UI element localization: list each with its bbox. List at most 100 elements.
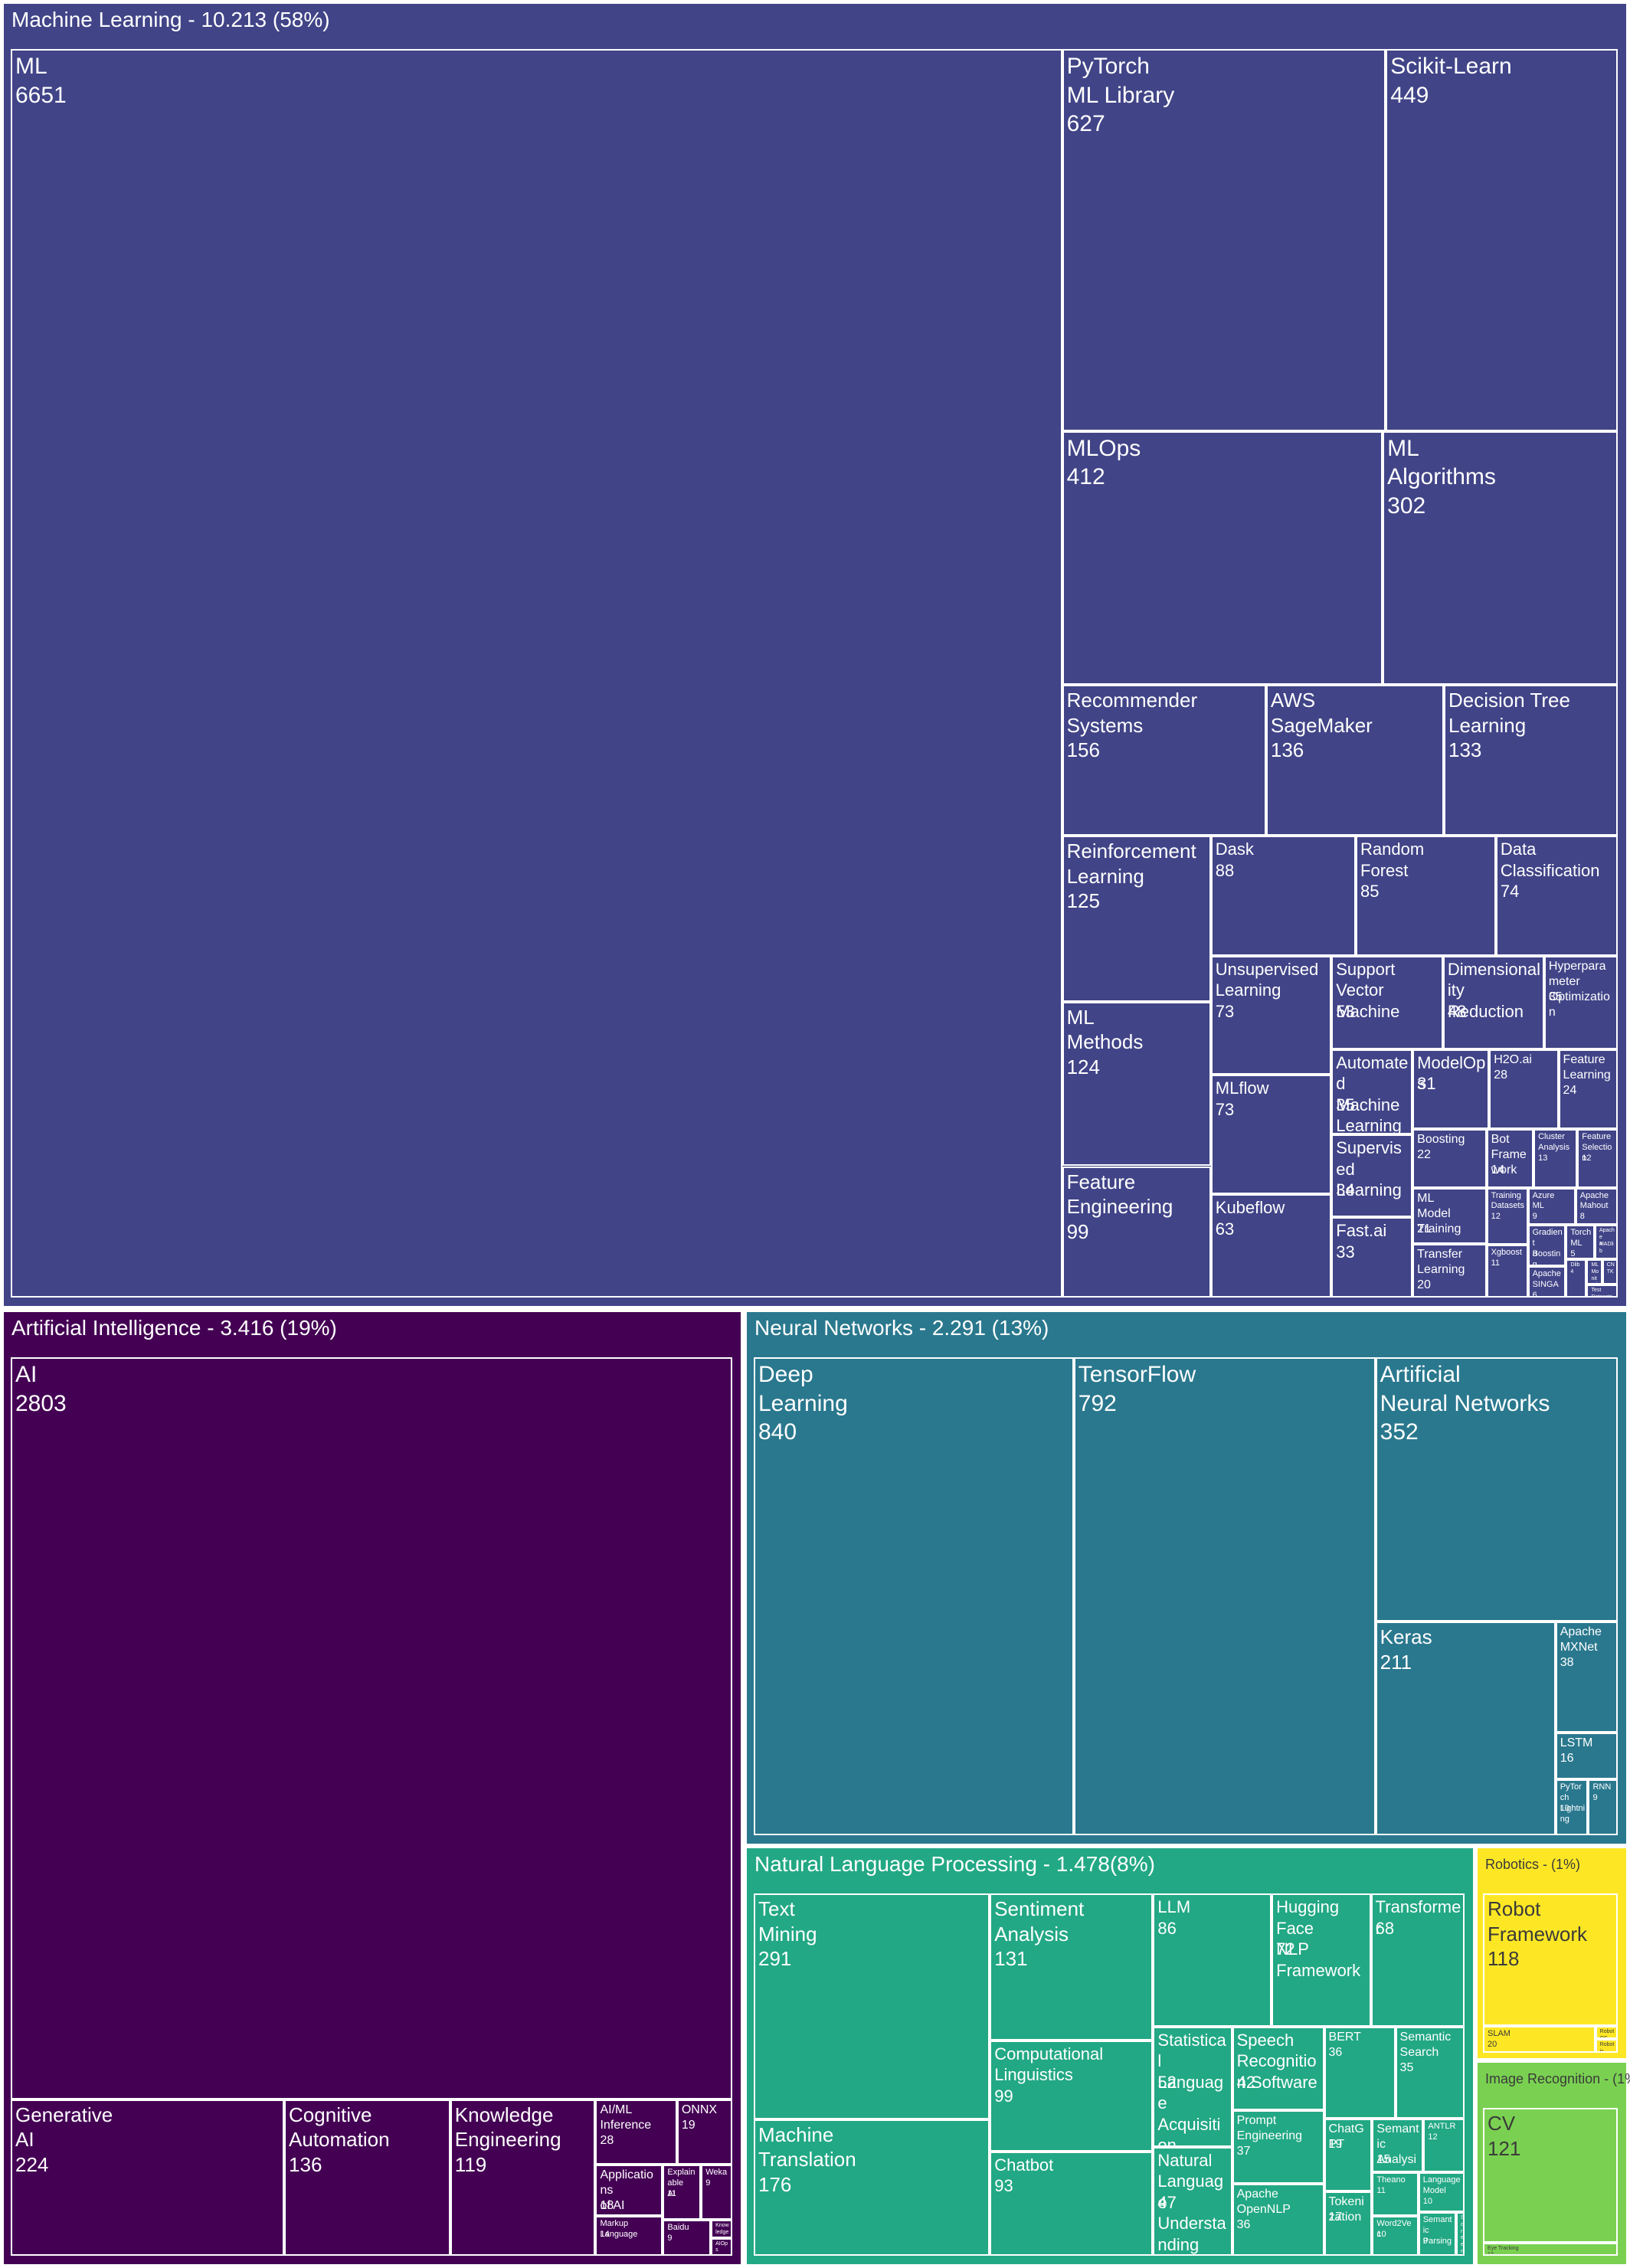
tile-theano[interactable]: Theano 11 xyxy=(1372,2172,1419,2217)
tile-label: AWS SageMaker xyxy=(1270,689,1373,737)
tile-label: Reinforcement Learning xyxy=(1066,839,1196,888)
tile-pytorch-ml-library[interactable]: PyTorch ML Library 627 xyxy=(1062,49,1386,431)
tile-sentiment-analysis[interactable]: Sentiment Analysis 131 xyxy=(990,1893,1154,2041)
tile-cluster-analysis[interactable]: Cluster Analysis 13 xyxy=(1533,1129,1578,1188)
tile-xgboost[interactable]: Xgboost 11 xyxy=(1486,1245,1528,1298)
tile-ai-ml-inference[interactable]: AI/ML Inference 28 xyxy=(595,2099,677,2165)
tile-apache-mahout[interactable]: Apache Mahout 8 xyxy=(1575,1187,1618,1226)
tile-explainable-ai[interactable]: Explainable AI 11 xyxy=(663,2165,702,2221)
tile-text-mining[interactable]: Text Mining 291 xyxy=(754,1893,990,2119)
tile-natural-language-understanding[interactable]: Natural Language Understanding 47 xyxy=(1153,2146,1232,2256)
tile-azure-ml[interactable]: Azure ML 9 xyxy=(1527,1187,1576,1226)
tile-baidu[interactable]: Baidu 9 xyxy=(663,2220,712,2256)
tile-apache-mxnet[interactable]: Apache MXNet 38 xyxy=(1555,1622,1618,1733)
tile-random-forest[interactable]: Random Forest 85 xyxy=(1356,836,1496,956)
tile-label: CV xyxy=(1488,2112,1516,2135)
tile-data-classification[interactable]: Data Classification 74 xyxy=(1495,836,1618,956)
tile-reinforcement-learning[interactable]: Reinforcement Learning 125 xyxy=(1062,836,1211,1002)
tile-robot-os[interactable]: Robot OS xyxy=(1595,2025,1618,2040)
tile-bot-framework[interactable]: Bot Framework 14 xyxy=(1486,1129,1534,1188)
tile-weka[interactable]: Weka 9 xyxy=(701,2165,732,2221)
tile-speech-recognition-software[interactable]: Speech Recognition Software 42 xyxy=(1232,2026,1324,2110)
tile-mlops[interactable]: MLOps 412 xyxy=(1062,430,1383,686)
tile-value: 47 xyxy=(1157,2192,1177,2212)
tile-cntk[interactable]: CNTK xyxy=(1602,1259,1618,1285)
tile-hugging-face-nlp-framework[interactable]: Hugging Face NLP Framework 72 xyxy=(1272,1893,1371,2027)
tile-training-datasets[interactable]: Training Datasets 12 xyxy=(1486,1187,1528,1245)
tile-artificial-neural-networks[interactable]: Artificial Neural Networks 352 xyxy=(1375,1357,1618,1622)
tile-mlflow[interactable]: MLflow 73 xyxy=(1210,1075,1332,1195)
tile-tensorflow[interactable]: TensorFlow 792 xyxy=(1073,1357,1376,1835)
tile-deep-learning[interactable]: Deep Learning 840 xyxy=(754,1357,1074,1835)
tile-generative-ai[interactable]: Generative AI 224 xyxy=(11,2099,285,2256)
tile-bert[interactable]: BERT 36 xyxy=(1324,2026,1396,2119)
tile-scikit-learn[interactable]: Scikit-Learn 449 xyxy=(1386,49,1618,431)
tile-dimensionality-reduction[interactable]: Dimensionality Reduction 48 xyxy=(1442,955,1544,1049)
tile-value: 88 xyxy=(1215,860,1235,880)
tile-llm[interactable]: LLM 86 xyxy=(1153,1893,1272,2027)
tile-apache-opennlp[interactable]: Apache OpenNLP 36 xyxy=(1232,2184,1324,2256)
tile-torch-ml[interactable]: Torch ML 5 xyxy=(1566,1225,1595,1260)
tile-ml-methods[interactable]: ML Methods 124 xyxy=(1062,1001,1211,1167)
tile-applications-of-ai[interactable]: Applications of AI 18 xyxy=(595,2165,663,2217)
tile-gradient-boosting[interactable]: Gradient Boosting 8 xyxy=(1527,1225,1566,1267)
tile-tokenization[interactable]: Tokenization 17 xyxy=(1324,2191,1373,2256)
tile-word2vec[interactable]: Word2Vec 10 xyxy=(1372,2216,1419,2256)
tile-feature-selection[interactable]: Feature Selection 12 xyxy=(1577,1129,1618,1188)
tile-cognitive-automation[interactable]: Cognitive Automation 136 xyxy=(284,2099,450,2256)
tile-modelops[interactable]: ModelOps 31 xyxy=(1412,1049,1490,1130)
tile-apache-singa[interactable]: Apache SINGA 6 xyxy=(1527,1266,1566,1298)
tile-language-model[interactable]: Language Model 10 xyxy=(1418,2172,1465,2213)
tile-test-datasets[interactable]: Test Datasets xyxy=(1586,1285,1618,1298)
tile-fast-ai[interactable]: Fast.ai 33 xyxy=(1331,1217,1413,1298)
tile-chatgpt[interactable]: ChatGPT 19 xyxy=(1324,2119,1373,2191)
tile-feature-engineering[interactable]: Feature Engineering 99 xyxy=(1062,1166,1211,1298)
tile-markup-language[interactable]: Markup Language 14 xyxy=(595,2216,663,2256)
tile-cv[interactable]: CV 121 xyxy=(1483,2108,1618,2243)
tile-semantic-analysis[interactable]: Semantic Analysis15 xyxy=(1372,2119,1424,2173)
tile-dask[interactable]: Dask 88 xyxy=(1210,836,1357,956)
tile-apache-madlib[interactable]: Apache MADlib 4 xyxy=(1594,1225,1618,1260)
tile-robotic-automation[interactable]: Robotic Automation xyxy=(1595,2039,1618,2053)
tile-machine-translation[interactable]: Machine Translation 176 xyxy=(754,2119,990,2256)
tile-rnn[interactable]: RNN 9 xyxy=(1588,1779,1618,1835)
tile-robot-framework[interactable]: Robot Framework 118 xyxy=(1483,1893,1618,2026)
tile-ml[interactable]: ML 6651 xyxy=(11,49,1062,1298)
tile-ml-model-training[interactable]: ML Model Training 21 xyxy=(1412,1187,1487,1245)
tile-automated-machine-learning[interactable]: Automated Machine Learning 35 xyxy=(1331,1049,1413,1135)
tile-boosting[interactable]: Boosting 22 xyxy=(1412,1129,1487,1188)
tile-recommender-systems[interactable]: Recommender Systems 156 xyxy=(1062,685,1266,836)
tile-lstm[interactable]: LSTM 16 xyxy=(1555,1733,1618,1780)
tile-decision-tree-learning[interactable]: Decision Tree Learning 133 xyxy=(1443,685,1618,836)
tile-unsupervised-learning[interactable]: Unsupervised Learning 73 xyxy=(1210,955,1332,1075)
tile-supervised-learning[interactable]: Supervised Learning 34 xyxy=(1331,1134,1413,1218)
tile-pytorch-lightning[interactable]: PyTorch Lightning 10 xyxy=(1555,1779,1589,1835)
tile-aiops[interactable]: AIOps xyxy=(711,2237,732,2256)
tile-keras[interactable]: Keras 211 xyxy=(1375,1622,1556,1835)
tile-dlib[interactable]: Dlib 4 xyxy=(1566,1259,1587,1298)
tile-aws-sagemaker[interactable]: AWS SageMaker 136 xyxy=(1265,685,1444,836)
tile-knowledge-engineering[interactable]: Knowledge Engineering 119 xyxy=(450,2099,596,2256)
tile-support-vector-machine[interactable]: Support Vector Machine 53 xyxy=(1331,955,1443,1049)
tile-feature-learning[interactable]: Feature Learning 24 xyxy=(1558,1049,1618,1130)
tile-chatbot[interactable]: Chatbot 93 xyxy=(990,2151,1154,2256)
tile-knowledge-based-systems[interactable]: Knowledge-Based Systems xyxy=(711,2220,732,2238)
tile-semantic-search[interactable]: Semantic Search 35 xyxy=(1395,2026,1465,2119)
tile-eye-tracking[interactable]: Eye Tracking 12 xyxy=(1483,2242,1618,2256)
tile-transformer[interactable]: Transformer 68 xyxy=(1370,1893,1465,2027)
tile-slam[interactable]: SLAM 20 xyxy=(1483,2025,1596,2053)
tile-h2o-ai[interactable]: H2O.ai 28 xyxy=(1489,1049,1559,1130)
tile-screen-reader[interactable]: Screen Reader xyxy=(1456,2212,1465,2256)
tile-ml-monitoring-evaluation[interactable]: ML Monitoring & Evaluation xyxy=(1586,1259,1602,1285)
tile-statistical-language-acquisition[interactable]: Statistical Language Acquisition 52 xyxy=(1153,2026,1232,2147)
tile-kubeflow[interactable]: Kubeflow 63 xyxy=(1210,1194,1332,1298)
tile-ai[interactable]: AI 2803 xyxy=(11,1357,732,2099)
tile-transfer-learning[interactable]: Transfer Learning 20 xyxy=(1412,1244,1487,1298)
tile-ml-algorithms[interactable]: ML Algorithms 302 xyxy=(1383,430,1618,686)
tile-computational-linguistics[interactable]: Computational Linguistics 99 xyxy=(990,2040,1154,2152)
tile-semantic-parsing[interactable]: Semantic Parsing 9 xyxy=(1418,2212,1457,2256)
tile-antlr[interactable]: ANTLR 12 xyxy=(1423,2119,1465,2173)
tile-prompt-engineering[interactable]: Prompt Engineering 37 xyxy=(1232,2109,1324,2185)
tile-hyperparameter-optimization[interactable]: Hyperparameter Optimization 35 xyxy=(1543,955,1618,1049)
tile-onnx[interactable]: ONNX 19 xyxy=(676,2099,732,2165)
